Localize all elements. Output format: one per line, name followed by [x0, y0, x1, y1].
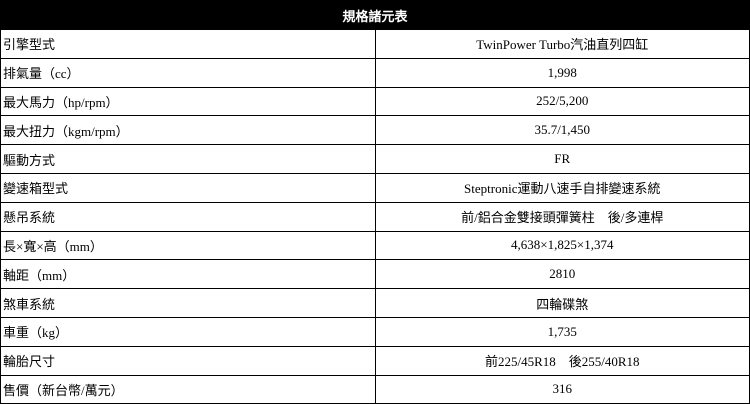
table-row: 驅動方式 FR [0, 144, 750, 174]
table-row: 引擎型式 TwinPower Turbo汽油直列四缸 [0, 29, 750, 59]
table-row: 輪胎尺寸 前225/45R18 後255/40R18 [0, 345, 750, 376]
spec-value: 2810 [374, 259, 750, 290]
table-row: 最大扭力（kgm/rpm） 35.7/1,450 [0, 115, 750, 146]
spec-value: 316 [374, 374, 750, 404]
spec-value: TwinPower Turbo汽油直列四缸 [374, 29, 750, 59]
spec-label: 車重（kg） [0, 316, 376, 347]
spec-label: 懸吊系統 [0, 201, 376, 232]
spec-value: FR [374, 144, 750, 174]
table-row: 軸距（mm） 2810 [0, 259, 750, 290]
table-row: 最大馬力（hp/rpm） 252/5,200 [0, 86, 750, 117]
table-header-row: 規格諸元表 [0, 0, 750, 30]
table-row: 懸吊系統 前/鋁合金雙接頭彈簧柱 後/多連桿 [0, 201, 750, 232]
spec-value: 252/5,200 [374, 86, 750, 117]
spec-label: 最大馬力（hp/rpm） [0, 86, 376, 117]
spec-value: 前/鋁合金雙接頭彈簧柱 後/多連桿 [374, 201, 750, 232]
spec-value: 35.7/1,450 [374, 115, 750, 146]
spec-value: 1,998 [374, 57, 750, 88]
spec-value: 4,638×1,825×1,374 [374, 230, 750, 261]
table-row: 煞車系統 四輪碟煞 [0, 288, 750, 318]
spec-label: 最大扭力（kgm/rpm） [0, 115, 376, 146]
table-row: 車重（kg） 1,735 [0, 316, 750, 347]
table-row: 排氣量（cc） 1,998 [0, 57, 750, 88]
table-row: 長×寬×高（mm） 4,638×1,825×1,374 [0, 230, 750, 261]
spec-label: 排氣量（cc） [0, 57, 376, 88]
table-row: 變速箱型式 Steptronic運動八速手自排變速系統 [0, 172, 750, 203]
spec-value: Steptronic運動八速手自排變速系統 [374, 172, 750, 203]
spec-label: 驅動方式 [0, 144, 376, 174]
spec-value: 前225/45R18 後255/40R18 [374, 345, 750, 376]
spec-label: 售價（新台幣/萬元） [0, 374, 376, 404]
spec-label: 煞車系統 [0, 288, 376, 318]
table-title: 規格諸元表 [0, 0, 750, 30]
table-row: 售價（新台幣/萬元） 316 [0, 374, 750, 404]
spec-label: 引擎型式 [0, 29, 376, 59]
spec-label: 軸距（mm） [0, 259, 376, 290]
spec-label: 長×寬×高（mm） [0, 230, 376, 261]
spec-value: 四輪碟煞 [374, 288, 750, 318]
spec-label: 輪胎尺寸 [0, 345, 376, 376]
spec-value: 1,735 [374, 316, 750, 347]
spec-label: 變速箱型式 [0, 172, 376, 203]
